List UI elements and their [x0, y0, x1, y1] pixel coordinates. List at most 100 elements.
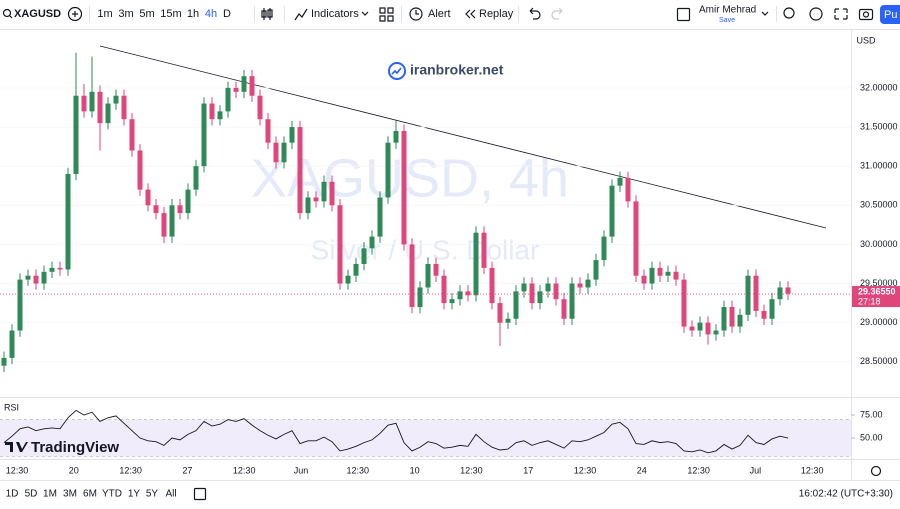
y-tick-label: 29.50000 — [860, 278, 898, 288]
watermark-title: XAGUSD, 4h — [251, 148, 569, 208]
trendline[interactable] — [99, 45, 827, 229]
range-button[interactable]: 3M — [63, 489, 77, 500]
candle-body — [369, 236, 375, 249]
candle-body — [617, 177, 623, 186]
site-watermark: iranbroker.net — [410, 62, 504, 78]
candle-body — [161, 213, 167, 237]
candle-body — [241, 76, 247, 92]
save-button[interactable]: Save — [719, 17, 735, 24]
range-button[interactable]: 1M — [43, 489, 57, 500]
chart-type-button[interactable] — [261, 8, 273, 20]
layout-checkbox[interactable] — [676, 7, 691, 22]
candle-body — [281, 142, 287, 163]
x-tick-label: 12:30 — [119, 465, 142, 475]
x-tick-label: Jul — [750, 465, 762, 475]
candle-body — [105, 103, 111, 124]
interval-button[interactable]: D — [223, 8, 231, 20]
plot: 28.50000 29.00000 29.50000 30.00000 30.50000… — [0, 52, 900, 475]
candle-body — [385, 142, 391, 198]
replay-button[interactable]: Replay — [479, 8, 514, 20]
interval-button[interactable]: 1h — [187, 8, 199, 20]
candle-body — [49, 267, 55, 272]
user-name[interactable]: Amir Mehrad — [699, 5, 756, 16]
candle-body — [657, 267, 663, 276]
snapshot-lens — [862, 11, 870, 18]
interval-button[interactable]: 5m — [139, 8, 154, 20]
candle-body — [545, 283, 551, 292]
candle-body — [521, 283, 527, 292]
interval-button[interactable]: 15m — [160, 8, 181, 20]
range-button[interactable]: All — [165, 489, 176, 500]
y-tick-label: 31.00000 — [860, 161, 898, 171]
indicators-dropdown[interactable] — [361, 11, 369, 16]
candle-body — [577, 283, 583, 288]
redo-button[interactable] — [551, 7, 563, 20]
goto-date-button[interactable] — [193, 487, 207, 501]
range-button[interactable]: 5Y — [146, 489, 159, 500]
publish-button[interactable] — [880, 5, 900, 24]
rsi-tick-label: 50.00 — [860, 432, 883, 442]
candle-body — [345, 275, 351, 284]
compare-button[interactable] — [67, 6, 83, 22]
candle-body — [585, 279, 591, 288]
interval-button[interactable]: 1m — [97, 8, 112, 20]
currency-label[interactable]: USD — [856, 35, 876, 45]
candle-body — [609, 185, 615, 237]
candle-body — [681, 279, 687, 327]
layout-button[interactable] — [379, 7, 394, 22]
interval-button[interactable]: 4h — [205, 8, 217, 20]
range-button[interactable]: YTD — [102, 489, 122, 500]
candle-body — [33, 275, 39, 284]
range-button[interactable]: 6M — [83, 489, 97, 500]
toolbar: XAGUSD 1m 3m 5m 15m 1h 4h D Indicators Alert R… — [2, 5, 900, 24]
quick-search-button[interactable] — [783, 7, 795, 19]
candle-body — [201, 103, 207, 167]
last-price-label: 29.36550 — [858, 286, 896, 296]
candle-body — [313, 197, 319, 202]
candle-body — [177, 205, 183, 214]
search-icon[interactable] — [2, 8, 12, 18]
interval-button[interactable]: 3m — [118, 8, 133, 20]
settings-button[interactable] — [809, 7, 823, 21]
candle-body — [481, 232, 487, 268]
x-tick-label: 17 — [523, 465, 533, 475]
candle-body — [97, 91, 103, 124]
candle-body — [641, 275, 647, 284]
candle-body — [89, 91, 95, 112]
snapshot-button[interactable] — [858, 8, 874, 21]
candle-body — [129, 119, 135, 151]
candle-body — [1, 357, 7, 366]
candle-body — [729, 307, 735, 327]
candle-body — [25, 275, 31, 280]
undo-button[interactable] — [529, 7, 541, 20]
candle-body — [41, 271, 47, 284]
range-button[interactable]: 1D — [6, 489, 19, 500]
range-button[interactable]: 5D — [25, 489, 38, 500]
user-dropdown[interactable] — [761, 11, 769, 16]
candle-body — [65, 173, 71, 270]
range-button[interactable]: 1Y — [128, 489, 141, 500]
candle-body — [497, 303, 503, 323]
watermark-subtitle: Silver / U.S. Dollar — [311, 234, 540, 265]
fullscreen-button[interactable] — [834, 8, 848, 20]
candle-body — [769, 299, 775, 319]
rsi-tick-label: 75.00 — [860, 409, 883, 419]
x-tick-label: 20 — [69, 465, 79, 475]
candle-body — [505, 318, 511, 323]
candle-body — [137, 150, 143, 190]
candle-body — [697, 322, 703, 331]
alert-button[interactable]: Alert — [428, 8, 451, 20]
intervals: 1m 3m 5m 15m 1h 4h D — [97, 8, 231, 20]
symbol[interactable]: XAGUSD — [14, 8, 61, 20]
candle-body — [457, 291, 463, 300]
candle-body — [777, 287, 783, 300]
candle-body — [249, 76, 255, 96]
candle-body — [209, 103, 215, 120]
indicators-button[interactable]: Indicators — [311, 8, 359, 20]
candle-body — [737, 314, 743, 327]
candle-body — [17, 279, 23, 331]
publish-label[interactable]: Pu — [884, 9, 897, 21]
time-axis-settings[interactable] — [870, 465, 882, 477]
x-tick-label: 12:30 — [347, 465, 370, 475]
candle-body — [57, 267, 63, 270]
